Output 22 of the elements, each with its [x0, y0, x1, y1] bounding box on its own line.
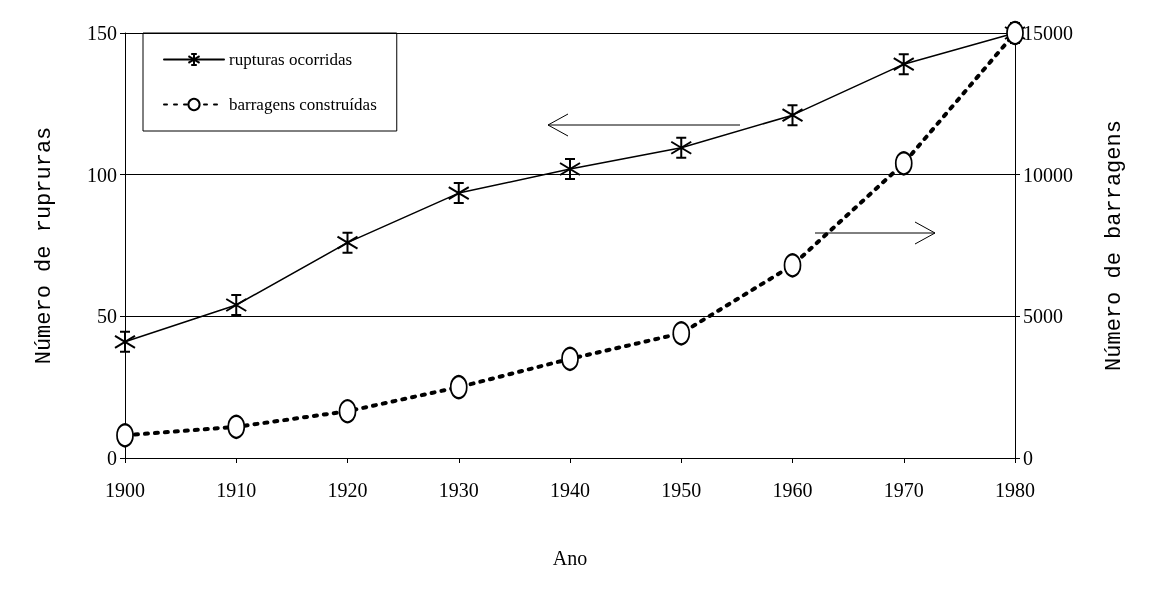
legend-label: rupturas ocorridas [229, 50, 353, 69]
y2-tick-label: 10000 [1023, 163, 1073, 186]
y2-tick-label: 0 [1023, 447, 1033, 469]
x-tick-label: 1980 [995, 479, 1035, 501]
x-axis-title: Ano [552, 547, 588, 569]
x-tick-label: 1950 [661, 479, 702, 501]
x-tick-label: 1960 [772, 479, 813, 501]
y-tick-label: 100 [87, 163, 117, 186]
x-tick-label: 1920 [327, 479, 368, 501]
x-tick-label: 1910 [216, 479, 257, 501]
x-tick-label: 1900 [105, 479, 145, 501]
legend-label: barragens construídas [229, 95, 377, 114]
y-tick-label: 50 [97, 305, 117, 328]
x-tick-label: 1940 [550, 479, 590, 501]
y-tick-label: 150 [87, 22, 117, 44]
y-axis-title: Número de rupruras [31, 126, 57, 365]
x-tick-label: 1970 [883, 479, 924, 501]
x-tick-label: 1930 [438, 479, 479, 501]
y2-axis-title: Número de barragens [1101, 120, 1127, 371]
y2-tick-label: 15000 [1023, 22, 1073, 44]
y2-tick-label: 5000 [1023, 305, 1063, 328]
y-tick-label: 0 [107, 447, 117, 469]
